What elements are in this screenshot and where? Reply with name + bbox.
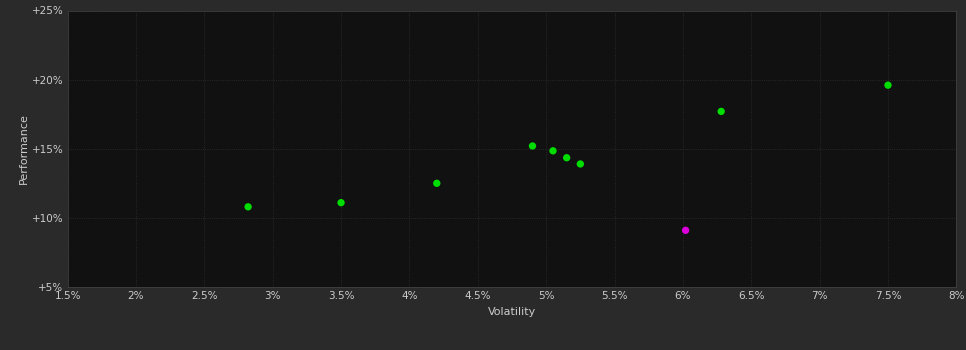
Point bbox=[559, 155, 575, 161]
Y-axis label: Performance: Performance bbox=[19, 113, 29, 184]
Point bbox=[241, 204, 256, 210]
X-axis label: Volatility: Volatility bbox=[488, 307, 536, 317]
Point bbox=[678, 228, 694, 233]
Point bbox=[545, 148, 560, 154]
Point bbox=[525, 143, 540, 149]
Point bbox=[573, 161, 588, 167]
Point bbox=[880, 82, 895, 88]
Point bbox=[429, 181, 444, 186]
Point bbox=[714, 108, 729, 114]
Point bbox=[333, 200, 349, 205]
